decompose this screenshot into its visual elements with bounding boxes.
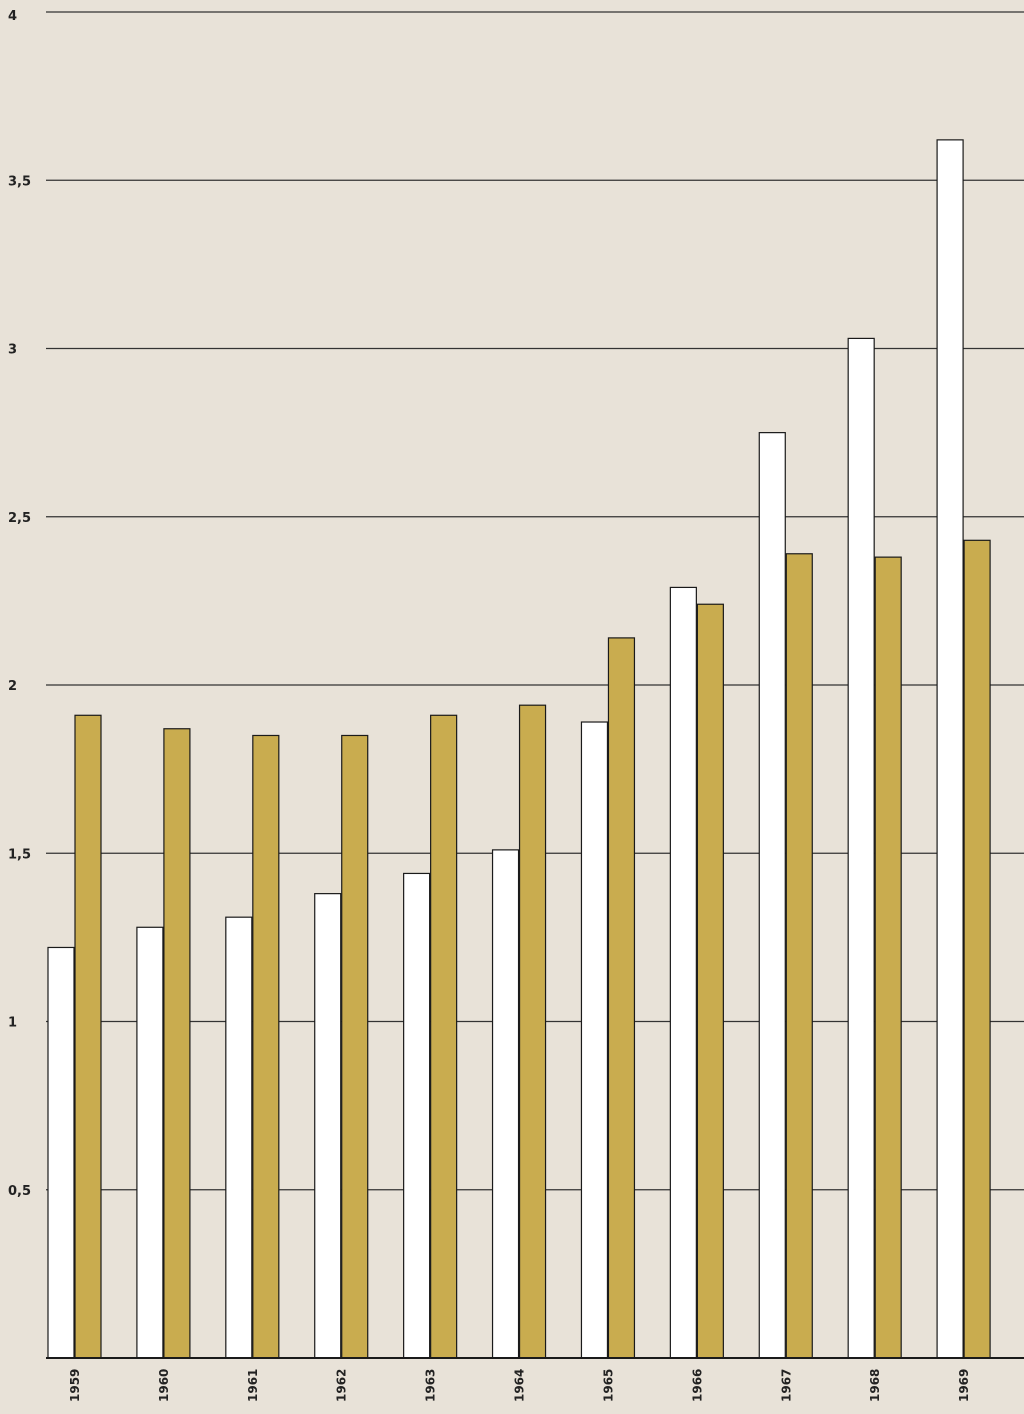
- y-tick-label: 0,5: [8, 1184, 31, 1199]
- x-tick-label: 1963: [424, 1369, 438, 1402]
- x-tick-label: 1961: [246, 1369, 260, 1402]
- x-tick-label: 1965: [601, 1369, 615, 1402]
- bar-1962-series-2: [341, 734, 369, 1359]
- bar-1961-series-1: [225, 916, 253, 1359]
- x-tick-label: 1964: [513, 1369, 527, 1402]
- y-tick-label: 1,5: [8, 847, 31, 862]
- bar-1967-series-2: [785, 553, 813, 1359]
- x-tick-label: 1959: [68, 1369, 82, 1402]
- bar-1965-series-1: [580, 721, 609, 1359]
- bar-1968-series-2: [874, 556, 902, 1359]
- bar-1960-series-2: [163, 728, 191, 1359]
- y-tick-label: 4: [8, 9, 17, 24]
- x-tick-label: 1960: [157, 1369, 171, 1402]
- x-tick-label: 1962: [335, 1369, 349, 1402]
- y-tick-label: 3: [8, 343, 17, 358]
- bar-1963-series-2: [430, 714, 458, 1359]
- x-tick-label: 1967: [779, 1369, 793, 1402]
- bar-1960-series-1: [136, 926, 164, 1359]
- y-tick-label: 2: [8, 679, 17, 694]
- bar-1966-series-1: [669, 586, 697, 1359]
- label-layer: 0,5 1 1,5 2 2,5 3 3,5 4 1959 1960 1961 1962 1963 1964…: [8, 9, 971, 1402]
- y-tick-label: 3,5: [8, 174, 31, 189]
- bar-1959-series-2: [74, 714, 102, 1359]
- x-tick-label: 1968: [868, 1369, 882, 1402]
- bar-1967-series-1: [758, 432, 786, 1359]
- bar-1965-series-2: [607, 637, 636, 1359]
- bar-1962-series-1: [314, 893, 342, 1359]
- bar-1961-series-2: [252, 734, 280, 1359]
- bar-1959-series-1: [47, 946, 75, 1359]
- x-tick-label: 1966: [690, 1369, 704, 1402]
- bar-1968-series-1: [847, 337, 875, 1359]
- y-tick-label: 1: [8, 1016, 17, 1031]
- bar-1964-series-2: [518, 704, 547, 1359]
- bar-1966-series-2: [696, 603, 724, 1359]
- bar-1969-series-2: [963, 539, 991, 1359]
- bar-1964-series-1: [491, 849, 520, 1359]
- bar-layer: [47, 139, 991, 1359]
- bar-1969-series-1: [936, 139, 964, 1359]
- x-tick-label: 1969: [957, 1369, 971, 1402]
- y-tick-label: 2,5: [8, 511, 31, 526]
- bar-1963-series-1: [403, 872, 431, 1359]
